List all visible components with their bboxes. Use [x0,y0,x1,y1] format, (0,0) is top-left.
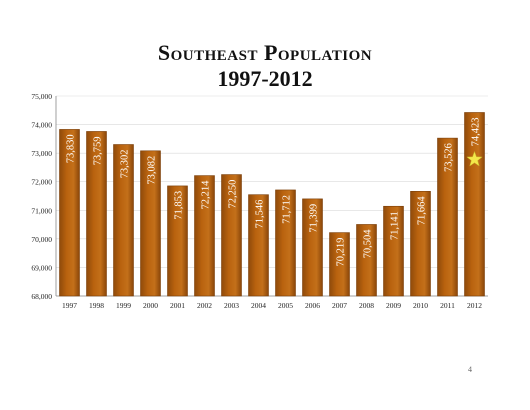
bar [86,131,107,297]
bar [275,189,296,297]
bar [410,191,431,297]
bar [140,150,161,297]
x-tick-label: 2006 [305,301,320,310]
data-label: 72,250 [228,180,239,209]
x-tick-label: 2011 [440,301,455,310]
data-label: 72,214 [201,180,212,210]
y-tick-label: 71,000 [31,206,52,215]
x-tick-label: 2000 [143,301,158,310]
chart-title-block: Southeast Population 1997-2012 [0,40,530,92]
chart-title: Southeast Population [157,40,373,65]
y-tick-label: 74,000 [31,121,52,130]
bar [356,224,377,297]
data-label: 71,664 [417,196,428,226]
y-tick-label: 69,000 [31,263,52,272]
bar [302,198,323,297]
bar [194,175,215,297]
data-label: 74,423 [471,117,482,146]
x-tick-label: 2001 [170,301,185,310]
data-label: 73,526 [444,143,455,172]
data-label: 73,830 [66,134,77,163]
y-tick-label: 70,000 [31,235,52,244]
x-tick-label: 1999 [116,301,131,310]
data-label: 73,082 [147,156,158,185]
bar [329,232,350,297]
data-label: 71,546 [255,200,266,229]
data-label: 71,853 [174,191,185,220]
x-tick-label: 2004 [251,301,266,310]
x-tick-label: 1998 [89,301,104,310]
data-label: 71,712 [282,195,293,224]
bar [221,174,242,297]
bar [167,185,188,297]
x-tick-label: 2012 [467,301,482,310]
x-tick-label: 2007 [332,301,347,310]
x-tick-label: 2008 [359,301,374,310]
x-tick-label: 1997 [62,301,77,310]
data-label: 73,302 [120,150,131,179]
x-tick-label: 2010 [413,301,428,310]
y-tick-label: 73,000 [31,149,52,158]
bar [437,137,458,297]
x-tick-label: 2002 [197,301,212,310]
y-tick-label: 72,000 [31,178,52,187]
x-tick-label: 2005 [278,301,293,310]
data-label: 70,504 [363,229,374,259]
data-label: 73,759 [93,136,104,165]
y-tick-label: 68,000 [31,292,52,301]
data-label: 70,219 [336,238,347,267]
data-label: 71,141 [390,211,401,240]
x-tick-label: 2009 [386,301,401,310]
star-icon [466,150,483,167]
data-label: 71,399 [309,204,320,233]
bar [59,129,80,297]
x-tick-label: 2003 [224,301,239,310]
bar [113,144,134,297]
page-number: 4 [468,365,472,374]
chart-subtitle: 1997-2012 [217,66,313,91]
y-tick-label: 75,000 [31,92,52,101]
bar [383,205,404,297]
bar [248,194,269,297]
